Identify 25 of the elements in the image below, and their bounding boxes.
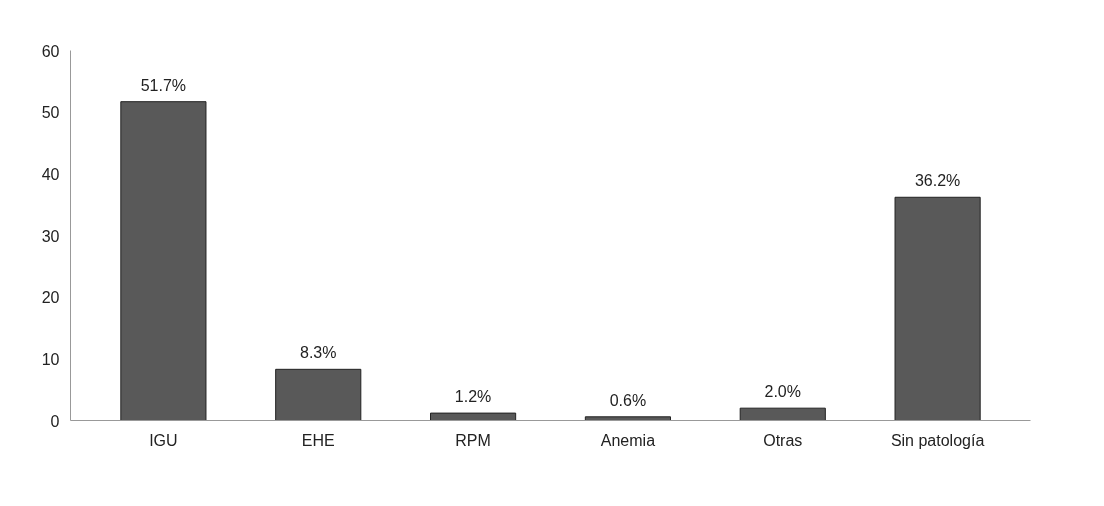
y-tick-label: 60	[41, 42, 60, 60]
x-tick-label: RPM	[455, 431, 491, 449]
data-label: 1.2%	[454, 388, 492, 406]
data-label: 0.6%	[609, 391, 647, 409]
y-tick-label: 50	[41, 104, 60, 122]
y-tick-label: 20	[41, 289, 60, 307]
x-tick-label: EHE	[301, 431, 335, 449]
y-tick-label: 30	[41, 227, 60, 245]
data-label: 8.3%	[300, 344, 337, 362]
x-tick-label: Anemia	[600, 431, 656, 449]
x-tick-label: Sin patología	[890, 431, 985, 449]
data-label: 51.7%	[140, 76, 187, 94]
bar	[584, 416, 671, 421]
bar	[120, 101, 207, 421]
data-label: 2.0%	[764, 383, 801, 401]
data-label: 36.2%	[914, 172, 961, 190]
bar	[894, 196, 981, 421]
x-tick-label: Otras	[763, 431, 803, 449]
y-tick-label: 0	[50, 412, 60, 430]
bar	[430, 412, 517, 421]
y-tick-label: 10	[41, 350, 60, 368]
bar	[739, 407, 826, 421]
x-tick-label: IGU	[149, 431, 178, 449]
bar	[275, 368, 362, 421]
y-tick-label: 40	[41, 165, 60, 183]
